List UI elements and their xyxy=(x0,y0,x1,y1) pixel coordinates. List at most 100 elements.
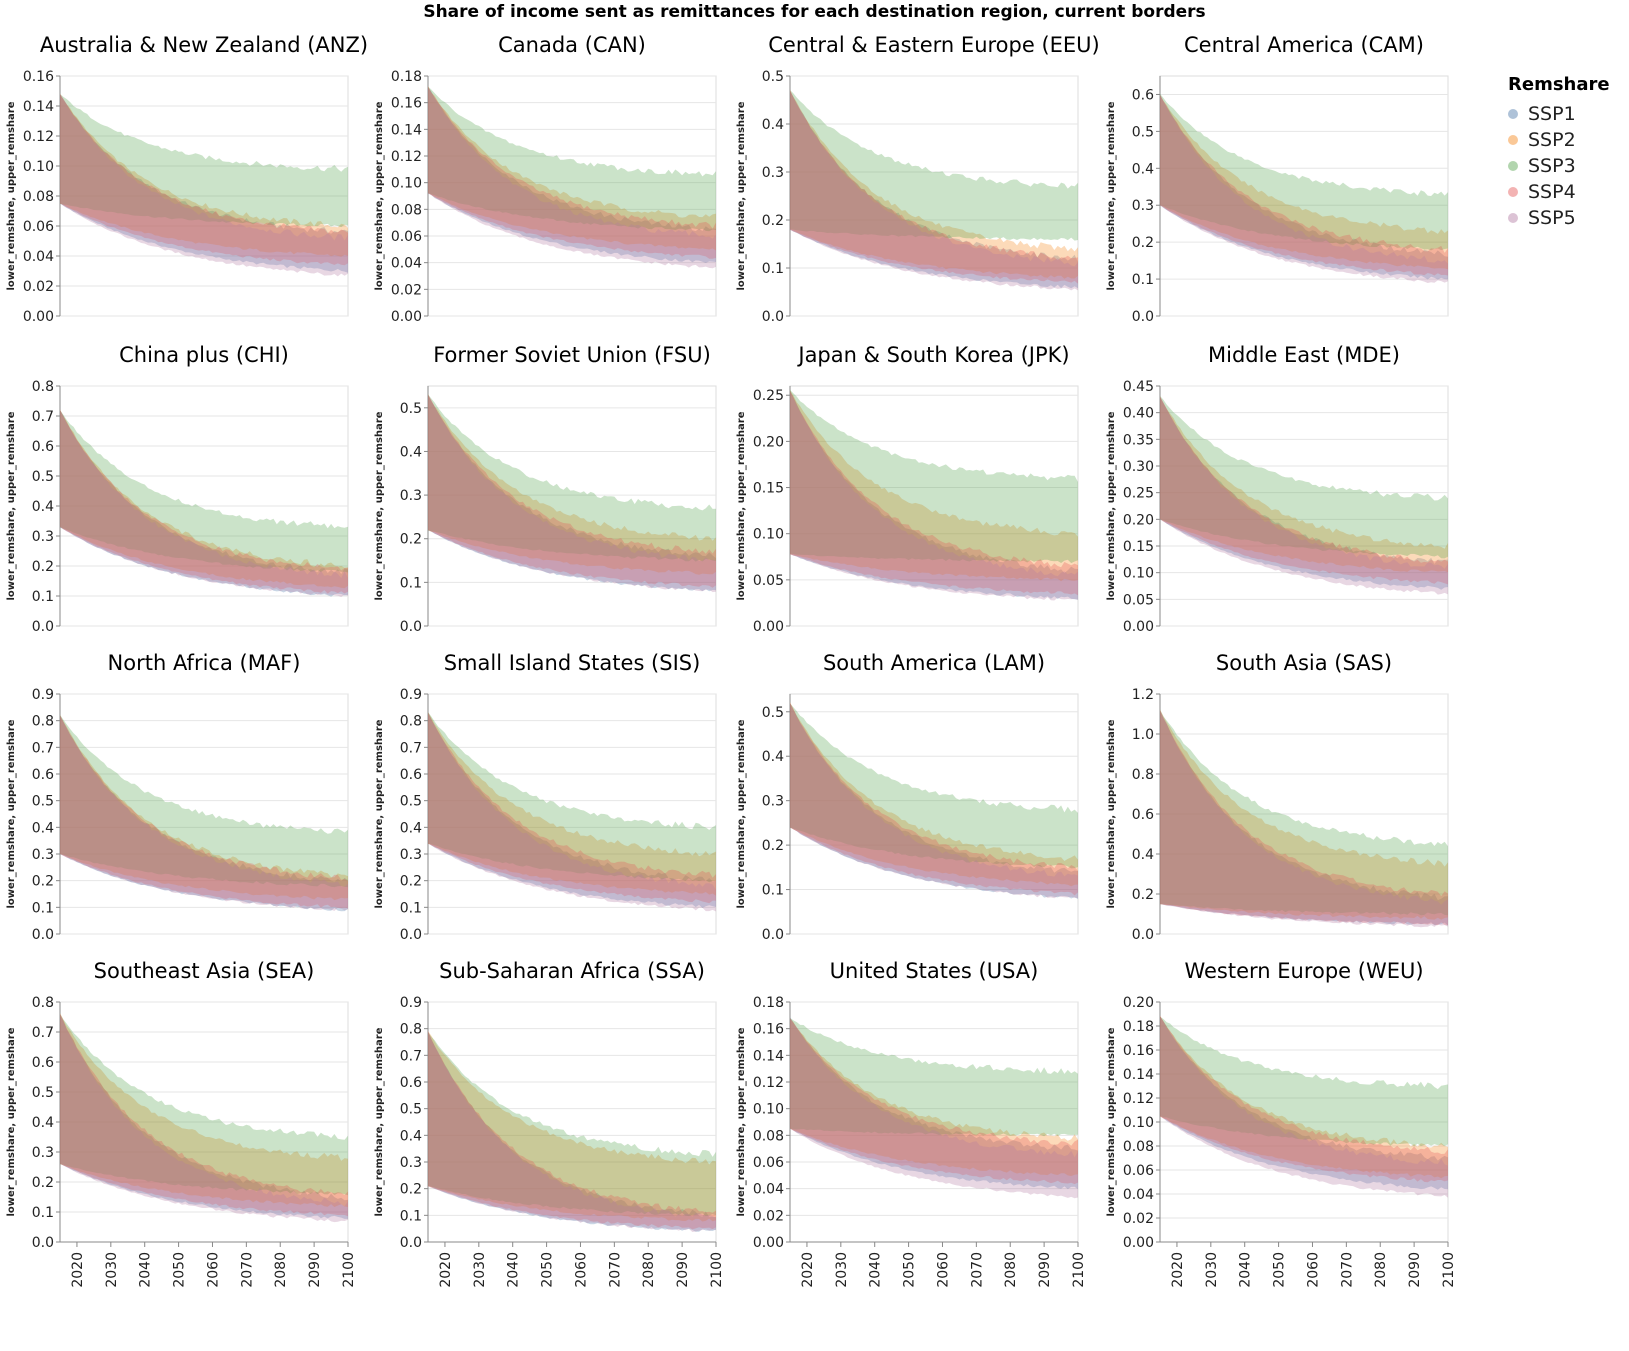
y-tick-label: 0.4 xyxy=(762,117,784,133)
legend-item-ssp1[interactable]: SSP1 xyxy=(1508,101,1610,127)
y-tick-label: 0.10 xyxy=(1123,566,1154,582)
y-tick-label: 0.3 xyxy=(32,529,54,545)
band-ssp1 xyxy=(60,1014,348,1219)
band-ssp2 xyxy=(790,390,1078,582)
panel-7: 0.00 0.05 0.10 0.15 0.20 0.25 0.30 0.35 0.40 0.45… xyxy=(1106,343,1449,635)
legend-item-ssp2[interactable]: SSP2 xyxy=(1508,127,1610,153)
y-tick-label: 0.7 xyxy=(400,740,422,756)
x-tick-label: 2090 xyxy=(307,1252,323,1288)
band-ssp1 xyxy=(428,711,716,908)
band-ssp2 xyxy=(428,1031,716,1222)
x-tick-label: 2080 xyxy=(1003,1252,1019,1288)
band-ssp4 xyxy=(60,1013,348,1217)
x-tick-label: 2080 xyxy=(641,1252,657,1288)
y-tick-label: 0.06 xyxy=(1123,1163,1154,1179)
y-tick-label: 0.9 xyxy=(400,687,422,703)
band-ssp1 xyxy=(790,390,1078,600)
x-tick-label: 2050 xyxy=(1272,1252,1288,1288)
legend-item-ssp3[interactable]: SSP3 xyxy=(1508,153,1610,179)
y-tick-label: 0.1 xyxy=(400,575,422,591)
panel-13: 0.0 0.1 0.2 0.3 0.4 0.5 0.6 0.7 0.8 0.9 lower_rems… xyxy=(374,959,725,1288)
y-tick-label: 0.5 xyxy=(32,469,54,485)
y-tick-label: 0.0 xyxy=(762,927,784,943)
x-tick-label: 2070 xyxy=(607,1252,623,1288)
band-ssp3 xyxy=(60,1013,348,1196)
band-ssp5 xyxy=(1160,397,1448,595)
legend-swatch xyxy=(1508,135,1518,145)
x-tick-label: 2060 xyxy=(1305,1252,1321,1288)
legend-item-ssp5[interactable]: SSP5 xyxy=(1508,205,1610,231)
y-tick-label: 0.4 xyxy=(1132,847,1154,863)
panel-title: Southeast Asia (SEA) xyxy=(94,959,315,983)
panel-3: 0.0 0.1 0.2 0.3 0.4 0.5 0.6 lower_remshare, upp… xyxy=(1106,33,1449,325)
y-tick-label: 0.8 xyxy=(1132,767,1154,783)
band-ssp5 xyxy=(1160,1016,1448,1198)
y-tick-label: 0.4 xyxy=(32,1115,54,1131)
y-tick-label: 0.3 xyxy=(1132,198,1154,214)
y-axis-label: lower_remshare, upper_remshare xyxy=(6,101,17,290)
band-ssp4 xyxy=(60,93,348,266)
band-ssp3 xyxy=(790,389,1078,564)
y-tick-label: 0.0 xyxy=(1132,309,1154,325)
x-tick-label: 2030 xyxy=(1204,1252,1220,1288)
x-tick-label: 2020 xyxy=(1170,1252,1186,1288)
y-tick-label: 0.7 xyxy=(32,1025,54,1041)
y-tick-label: 0.1 xyxy=(762,883,784,899)
panel-title: South Asia (SAS) xyxy=(1216,651,1392,675)
y-tick-label: 0.7 xyxy=(32,409,54,425)
y-tick-label: 0.10 xyxy=(753,527,784,543)
y-axis-label: lower_remshare, upper_remshare xyxy=(374,1027,385,1216)
y-tick-label: 0.3 xyxy=(400,847,422,863)
band-ssp4 xyxy=(60,715,348,909)
y-axis-label: lower_remshare, upper_remshare xyxy=(6,1027,17,1216)
x-tick-label: 2020 xyxy=(800,1252,816,1288)
y-tick-label: 0.14 xyxy=(753,1048,784,1064)
y-tick-label: 0.5 xyxy=(400,794,422,810)
band-ssp1 xyxy=(60,715,348,912)
legend-swatch xyxy=(1508,109,1518,119)
panel-title: Central America (CAM) xyxy=(1184,33,1424,57)
band-ssp1 xyxy=(1160,94,1448,280)
band-ssp2 xyxy=(428,394,716,575)
band-ssp5 xyxy=(428,86,716,269)
y-tick-label: 0.4 xyxy=(32,820,54,836)
y-tick-label: 0.7 xyxy=(400,1048,422,1064)
y-tick-label: 0.1 xyxy=(400,1208,422,1224)
band-ssp2 xyxy=(1160,1015,1448,1179)
legend-item-ssp4[interactable]: SSP4 xyxy=(1508,179,1610,205)
y-tick-label: 0.08 xyxy=(1123,1139,1154,1155)
panel-title: Small Island States (SIS) xyxy=(444,651,701,675)
panel-1: 0.00 0.02 0.04 0.06 0.08 0.10 0.12 0.14 0.16 0.18… xyxy=(374,33,717,325)
y-tick-label: 0.4 xyxy=(400,820,422,836)
y-tick-label: 0.5 xyxy=(32,794,54,810)
band-ssp2 xyxy=(790,90,1078,279)
band-ssp4 xyxy=(790,702,1078,896)
y-tick-label: 0.00 xyxy=(23,309,54,325)
y-tick-label: 0.8 xyxy=(400,1022,422,1038)
band-ssp4 xyxy=(1160,95,1448,276)
y-tick-label: 0.18 xyxy=(391,69,422,85)
y-tick-label: 0.6 xyxy=(32,767,54,783)
band-ssp1 xyxy=(790,1017,1078,1190)
y-tick-label: 0.08 xyxy=(753,1128,784,1144)
band-ssp4 xyxy=(790,89,1078,284)
band-ssp1 xyxy=(790,91,1078,289)
band-ssp3 xyxy=(428,394,716,562)
panel-title: Western Europe (WEU) xyxy=(1184,959,1423,983)
y-tick-label: 0.04 xyxy=(1123,1187,1154,1203)
band-ssp3 xyxy=(1160,1016,1448,1147)
y-axis-label: lower_remshare, upper_remshare xyxy=(1106,411,1117,600)
panel-title: China plus (CHI) xyxy=(119,343,289,367)
x-tick-label: 2030 xyxy=(472,1252,488,1288)
x-tick-label: 2100 xyxy=(709,1252,725,1288)
x-tick-label: 2050 xyxy=(902,1252,918,1288)
x-tick-label: 2090 xyxy=(1407,1252,1423,1288)
band-ssp1 xyxy=(428,1030,716,1232)
band-ssp4 xyxy=(790,1018,1078,1185)
band-ssp3 xyxy=(60,714,348,888)
y-tick-label: 0.06 xyxy=(753,1155,784,1171)
x-tick-label: 2060 xyxy=(205,1252,221,1288)
y-tick-label: 1.0 xyxy=(1132,727,1154,743)
panel-title: Former Soviet Union (FSU) xyxy=(433,343,711,367)
